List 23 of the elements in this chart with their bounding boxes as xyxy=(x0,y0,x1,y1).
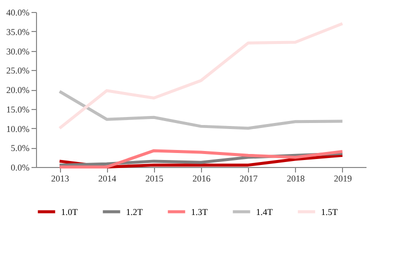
x-tick-label: 2019 xyxy=(334,174,352,184)
x-tick-label: 2015 xyxy=(145,174,164,184)
line-series xyxy=(58,90,344,130)
line-series xyxy=(58,22,344,130)
x-tick-label: 2017 xyxy=(240,174,258,184)
y-tick-label: 0.0% xyxy=(10,162,30,172)
x-tick-label: 2018 xyxy=(286,174,306,184)
legend-label: 1.4T xyxy=(256,206,274,217)
y-tick-label: 5.0% xyxy=(10,143,30,154)
legend-label: 1.3T xyxy=(191,206,208,217)
legend-label: 1.2T xyxy=(126,206,144,217)
y-tick-label: 15.0% xyxy=(6,104,30,114)
legend-label: 1.5T xyxy=(321,206,338,217)
y-tick-label: 20.0% xyxy=(6,85,30,95)
x-tick-label: 2013 xyxy=(51,174,70,184)
y-tick-label: 35.0% xyxy=(6,26,30,37)
y-tick-label: 10.0% xyxy=(6,124,30,134)
y-tick-label: 30.0% xyxy=(6,46,30,56)
legend-label: 1.0T xyxy=(61,206,78,217)
y-tick-label: 25.0% xyxy=(6,66,30,76)
x-tick-label: 2014 xyxy=(98,174,117,184)
x-tick-label: 2016 xyxy=(192,174,211,184)
y-tick-label: 40.0% xyxy=(6,8,30,18)
